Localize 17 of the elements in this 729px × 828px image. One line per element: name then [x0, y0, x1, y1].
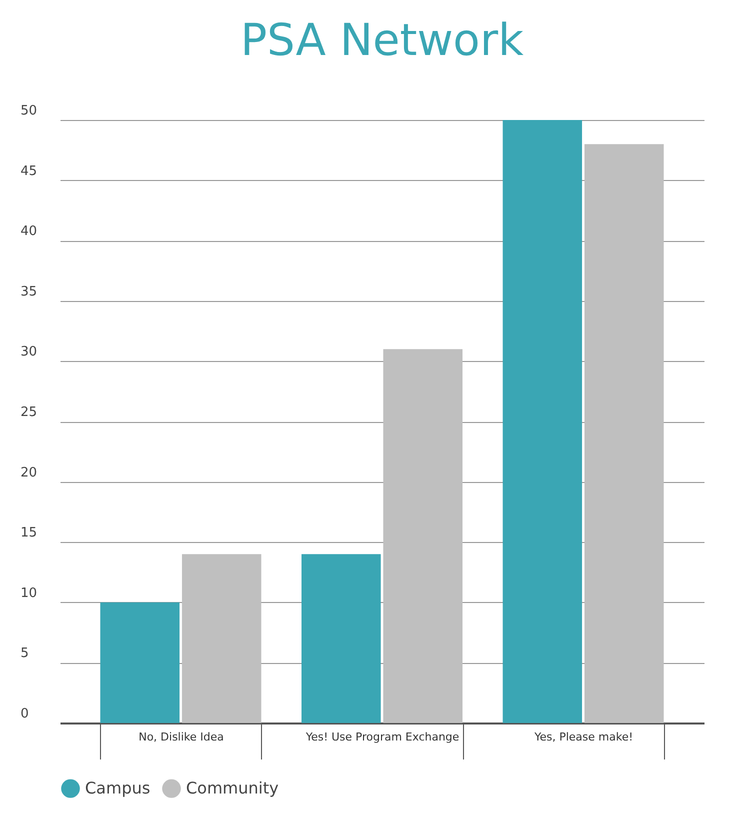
y-tick-label: 45	[20, 164, 38, 179]
y-tick-label: 40	[20, 224, 38, 240]
y-tick-label: 0	[20, 706, 29, 722]
x-tick-label: No, Dislike Idea	[138, 730, 224, 744]
y-tick-label: 50	[20, 104, 38, 118]
legend-label: Community	[186, 778, 279, 798]
x-tick-label: Yes! Use Program Exchange	[304, 730, 460, 744]
x-tick-label: Yes, Please make!	[533, 730, 634, 744]
y-tick-label: 35	[20, 284, 38, 300]
y-tick-label: 10	[20, 586, 38, 601]
y-tick-label: 30	[20, 344, 38, 360]
y-tick-label: 5	[20, 646, 29, 662]
legend-label: Campus	[85, 778, 150, 798]
y-tick-label: 20	[20, 465, 38, 480]
y-tick-label: 15	[20, 526, 38, 541]
y-tick-label: 25	[20, 405, 38, 420]
chart-title: PSA Network	[240, 15, 524, 66]
